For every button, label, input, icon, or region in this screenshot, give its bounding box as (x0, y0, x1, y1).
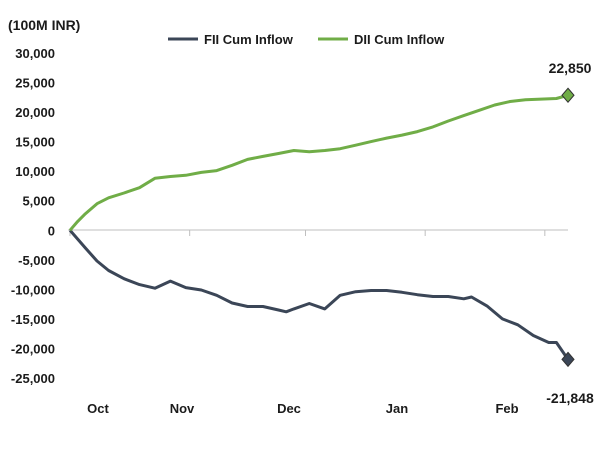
dii-line (68, 93, 569, 232)
y-tick-label: 0 (48, 223, 55, 238)
x-tick-label: Jan (386, 401, 408, 416)
y-tick-label: -25,000 (11, 371, 55, 386)
y-tick-label: -15,000 (11, 312, 55, 327)
x-axis: Oct Nov Dec Jan Feb (68, 229, 568, 416)
legend: FII Cum Inflow DII Cum Inflow (168, 32, 445, 47)
x-tick-label: Feb (495, 401, 518, 416)
x-tick-label: Dec (277, 401, 301, 416)
end-labels: -21,848 22,850 (546, 60, 594, 406)
y-tick-label: -5,000 (18, 253, 55, 268)
y-unit-label: (100M INR) (8, 17, 80, 33)
legend-label-fii: FII Cum Inflow (204, 32, 294, 47)
y-tick-label: -20,000 (11, 341, 55, 356)
legend-label-dii: DII Cum Inflow (354, 32, 445, 47)
dii-end-marker (561, 87, 575, 104)
fii-end-marker (561, 351, 575, 368)
fii-line (68, 229, 570, 361)
series-group (68, 87, 575, 368)
y-axis: 30,000 25,000 20,000 15,000 10,000 5,000 0 -5,0… (11, 46, 55, 386)
fii-end-label: -21,848 (546, 390, 594, 406)
y-tick-label: -10,000 (11, 282, 55, 297)
y-tick-label: 5,000 (22, 194, 55, 209)
y-tick-label: 15,000 (15, 135, 55, 150)
dii-end-label: 22,850 (549, 60, 592, 76)
x-tick-label: Nov (170, 401, 195, 416)
x-tick-label: Oct (87, 401, 109, 416)
y-tick-label: 25,000 (15, 76, 55, 91)
y-tick-label: 10,000 (15, 164, 55, 179)
y-tick-label: 30,000 (15, 46, 55, 61)
y-tick-label: 20,000 (15, 105, 55, 120)
